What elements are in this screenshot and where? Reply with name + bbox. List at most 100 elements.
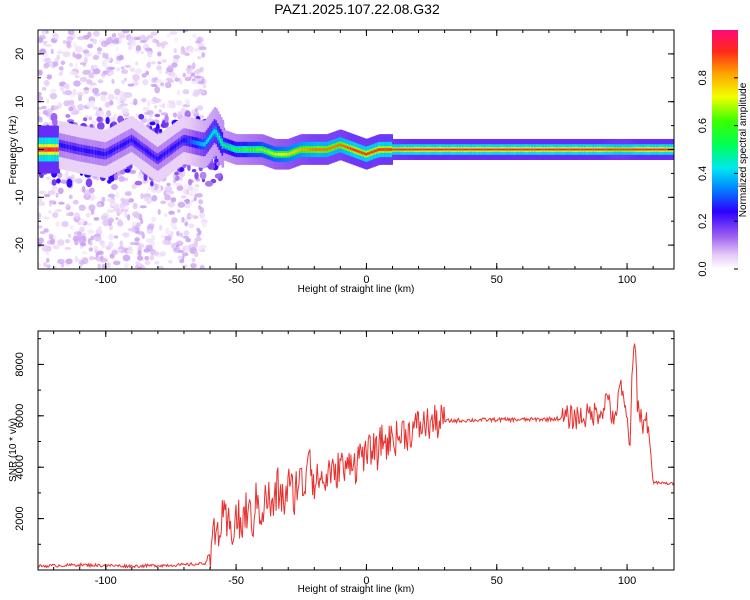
- spectrogram-noise-cell: [58, 201, 65, 205]
- spectrogram-ridge-cell: [584, 148, 587, 151]
- spectrogram-noise-cell: [154, 104, 158, 109]
- spectrogram-ridge-cell: [320, 148, 323, 151]
- spectrogram-noise-cell: [43, 193, 51, 198]
- spectrogram-ridge-cell: [548, 148, 552, 151]
- spectrogram-ridge-cell: [173, 145, 176, 150]
- spectrogram-noise-cell: [184, 221, 189, 227]
- spectrogram-ridge-cell: [392, 148, 395, 151]
- spectrogram-ridge-cell: [162, 153, 165, 158]
- spectrogram-ridge-cell: [176, 142, 179, 148]
- spectrogram-ridge-cell: [362, 151, 365, 155]
- spectrogram-noise-cell: [46, 108, 53, 115]
- spectrogram-noise-cell: [176, 209, 181, 213]
- spectrogram-ridge-cell: [598, 148, 602, 151]
- spectrogram-noise-cell: [38, 212, 42, 220]
- spectrogram-ridge-cell: [359, 150, 362, 154]
- y-tick-label: -10: [14, 189, 26, 205]
- spectrogram-noise-cell: [108, 241, 114, 248]
- spectrogram-noise-cell: [111, 183, 118, 191]
- spectrogram-ridge-cell: [438, 148, 442, 151]
- spectrogram-noise-cell: [89, 85, 93, 91]
- spectrogram-ridge-cell: [298, 148, 301, 152]
- spectrogram-noise-cell: [110, 202, 117, 207]
- x-tick-label: 100: [618, 274, 636, 286]
- spectrogram-cell: [50, 112, 58, 122]
- spectrogram-noise-cell: [62, 39, 67, 45]
- spectrogram-ridge-cell: [340, 143, 344, 147]
- spectrogram-ridge-cell: [453, 148, 456, 151]
- spectrogram-noise-cell: [142, 79, 149, 86]
- spectrogram-ridge-cell: [202, 142, 206, 147]
- spectrogram-ridge-cell: [379, 148, 383, 151]
- colorbar-tick-label: 0.8: [697, 70, 709, 85]
- spectrogram-ridge-cell: [578, 148, 581, 151]
- spectrogram-noise-cell: [187, 185, 194, 192]
- spectrogram-ridge-cell: [488, 148, 492, 151]
- spectrogram-ridge-cell: [540, 148, 544, 151]
- spectrogram-noise-cell: [44, 44, 52, 48]
- spectrogram-ridge-cell: [263, 149, 267, 152]
- spectrogram-noise-cell: [144, 255, 150, 261]
- spectrogram-ridge-cell: [554, 148, 558, 151]
- figure-title: PAZ1.2025.107.22.08.G32: [274, 1, 440, 17]
- y-tick-label: 8000: [14, 352, 26, 376]
- spectrogram-noise-cell: [141, 264, 146, 269]
- spectrogram-noise-cell: [198, 46, 207, 51]
- spectrogram-ridge-cell: [85, 148, 89, 153]
- x-tick-label: 50: [491, 575, 503, 587]
- spectrogram-noise-cell: [131, 183, 137, 190]
- spectrogram-ridge-cell: [402, 148, 406, 151]
- spectrogram-ridge-cell: [334, 145, 337, 149]
- spectrogram-ridge-cell: [218, 135, 222, 141]
- spectrogram-ridge-cell: [354, 148, 358, 152]
- spectrogram-ridge-cell: [321, 148, 325, 151]
- spectrogram-cell: [134, 180, 143, 186]
- spectrogram-noise-cell: [198, 205, 202, 210]
- spectrogram-noise-cell: [193, 196, 197, 202]
- spectrogram-noise-cell: [140, 218, 144, 225]
- spectrogram-noise-cell: [134, 68, 142, 75]
- spectrogram-cell: [174, 171, 179, 176]
- spectrogram-ridge-cell: [643, 148, 647, 151]
- spectrogram-noise-cell: [198, 115, 205, 119]
- colorbar-tick-label: 0.2: [697, 214, 709, 229]
- spectrogram-noise-cell: [162, 239, 169, 245]
- spectrogram-cell: [175, 175, 180, 181]
- spectrogram-noise-cell: [92, 245, 99, 250]
- spectrogram-ridge-cell: [606, 148, 609, 151]
- spectrogram-ridge-cell: [564, 148, 567, 151]
- spectrogram-noise-cell: [120, 197, 125, 203]
- spectrogram-noise-cell: [100, 95, 107, 102]
- spectrogram-ridge-cell: [331, 146, 334, 150]
- y-tick-label: 20: [14, 48, 26, 60]
- spectrogram-cell: [180, 167, 184, 172]
- spectrogram-noise-cell: [197, 56, 202, 60]
- snr-series-line: [38, 343, 674, 570]
- spectrogram-ridge-cell: [661, 148, 664, 151]
- colorbar-tick-label: 0.0: [697, 261, 709, 276]
- spectrogram-ridge-cell: [517, 148, 520, 151]
- spectrogram-ridge-cell: [94, 150, 98, 155]
- spectrogram-ridge-cell: [71, 145, 75, 150]
- spectrogram-ridge-cell: [368, 151, 372, 155]
- spectrogram-noise-cell: [90, 197, 95, 202]
- spectrogram-ridge-cell: [562, 148, 566, 151]
- spectrogram-noise-cell: [68, 62, 74, 67]
- spectrogram-noise-cell: [89, 100, 96, 107]
- spectrogram-ridge-cell: [665, 148, 669, 151]
- spectrogram-ridge-cell: [76, 146, 79, 152]
- spectrogram-ridge-cell: [553, 148, 556, 151]
- spectrogram-ridge-cell: [499, 148, 503, 151]
- spectrogram-noise-cell: [65, 203, 70, 209]
- spectrogram-ridge-cell: [49, 147, 53, 152]
- spectrogram-ridge-cell: [656, 148, 659, 151]
- spectrogram-noise-cell: [106, 261, 111, 269]
- spectrogram-noise-cell: [196, 227, 200, 232]
- spectrogram-ridge-cell: [259, 148, 262, 151]
- spectrogram-ridge-cell: [127, 139, 131, 144]
- spectrogram-noise-cell: [180, 107, 186, 114]
- spectrogram-noise-cell: [100, 242, 106, 249]
- spectrogram-ridge-cell: [293, 150, 297, 154]
- spectrogram-ridge-cell: [551, 148, 555, 151]
- spectrogram-ridge-cell: [194, 140, 198, 145]
